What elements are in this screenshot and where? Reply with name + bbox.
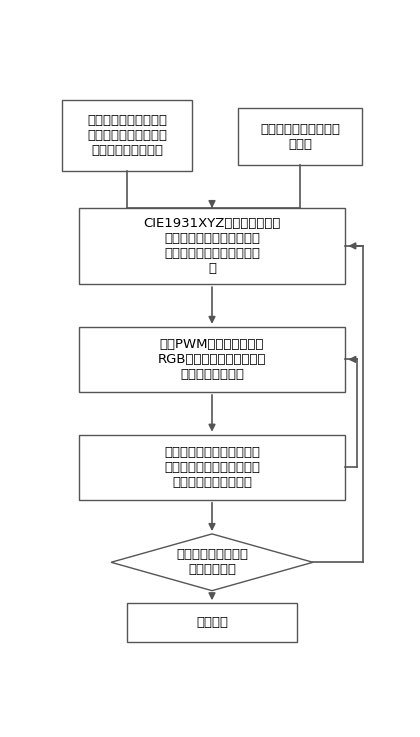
FancyBboxPatch shape: [238, 108, 362, 165]
Text: 混光成功: 混光成功: [196, 616, 228, 629]
Text: 采用PWM调光，分别调节
RGB占空比，寻找光通量与
占空比之间的关系: 采用PWM调光，分别调节 RGB占空比，寻找光通量与 占空比之间的关系: [158, 338, 266, 381]
Polygon shape: [111, 534, 313, 590]
FancyBboxPatch shape: [62, 99, 192, 171]
Text: 调节单色光在混合光中的比
例，寻找单色光占空比与混
合光色坐标之间的关系: 调节单色光在混合光中的比 例，寻找单色光占空比与混 合光色坐标之间的关系: [164, 446, 260, 489]
Text: 色坐标和色温是否在
偏差的范围内: 色坐标和色温是否在 偏差的范围内: [176, 548, 248, 576]
Text: CIE1931XYZ色度系统和颜色
相加原理得到三基色混光数
学模型，然后得到混光方程
组: CIE1931XYZ色度系统和颜色 相加原理得到三基色混光数 学模型，然后得到混…: [143, 217, 281, 275]
FancyBboxPatch shape: [79, 208, 345, 284]
FancyBboxPatch shape: [79, 326, 345, 392]
FancyBboxPatch shape: [79, 435, 345, 500]
FancyBboxPatch shape: [127, 603, 297, 642]
Text: 利用光谱仪获得各单色
光光谱功率分布及光度
学和色度学性能参数: 利用光谱仪获得各单色 光光谱功率分布及光度 学和色度学性能参数: [87, 113, 167, 157]
Text: 确定目标光色的色坐标
及色温: 确定目标光色的色坐标 及色温: [260, 122, 340, 150]
